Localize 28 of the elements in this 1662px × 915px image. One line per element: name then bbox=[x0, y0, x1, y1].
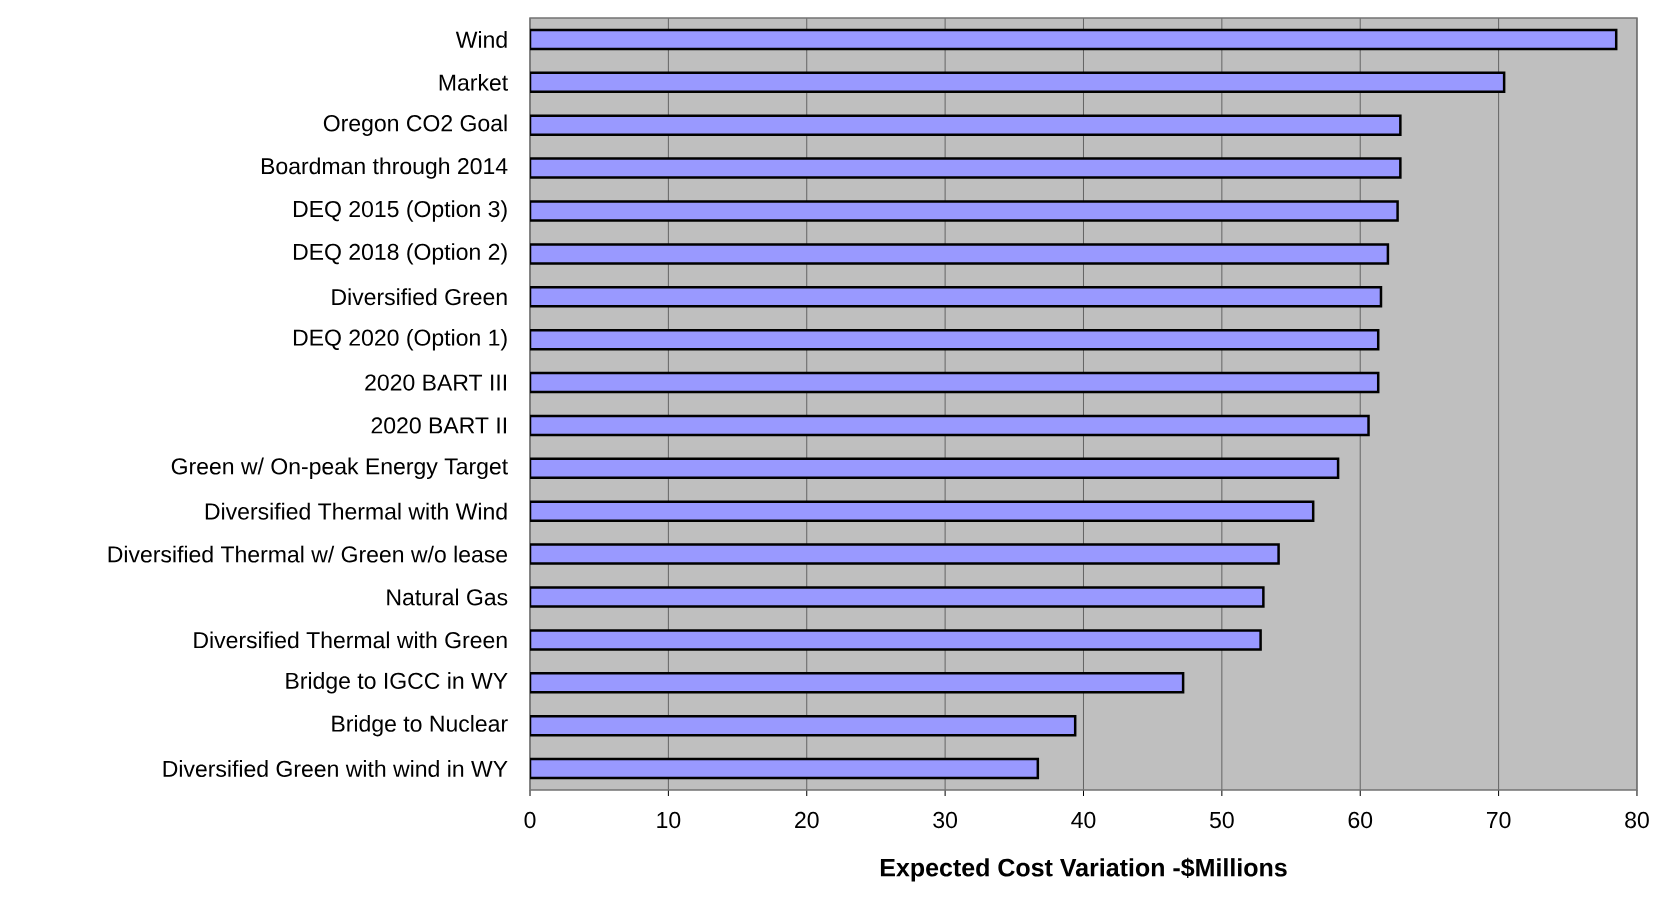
y-tick-label: 2020 BART III bbox=[365, 374, 506, 391]
y-tick-label: 2020 BART II bbox=[371, 417, 506, 434]
y-tick-label: Diversified Thermal with Green bbox=[194, 631, 507, 649]
y-tick-label: Wind bbox=[455, 30, 507, 48]
x-tick-label: 70 bbox=[1486, 811, 1511, 829]
y-tick-label: Boardman through 2014 bbox=[261, 157, 508, 179]
y-tick-label: Oregon CO2 Goal bbox=[323, 114, 507, 136]
x-tick-label: 10 bbox=[657, 811, 681, 829]
y-tick-label: Market bbox=[439, 73, 508, 91]
x-tick-label: 50 bbox=[1209, 811, 1234, 829]
y-tick-label: Diversified Green bbox=[332, 288, 507, 306]
x-tick-label: 0 bbox=[524, 811, 536, 829]
x-tick-label: 80 bbox=[1625, 811, 1649, 829]
x-axis-title: Expected Cost Variation -$Millions bbox=[880, 857, 1287, 882]
y-tick-label: Diversified Thermal with Wind bbox=[205, 502, 507, 520]
y-tick-label: DEQ 2018 (Option 2) bbox=[293, 243, 507, 265]
x-tick-label: 20 bbox=[795, 811, 819, 829]
x-tick-label: 60 bbox=[1348, 811, 1373, 829]
y-tick-label: Diversified Thermal w/ Green w/o lease bbox=[108, 545, 508, 563]
y-tick-label: Natural Gas bbox=[387, 588, 508, 606]
x-tick-label: 40 bbox=[1071, 811, 1096, 829]
y-tick-label: DEQ 2015 (Option 3) bbox=[293, 200, 507, 222]
y-tick-label: DEQ 2020 (Option 1) bbox=[293, 328, 507, 351]
y-tick-label: Bridge to Nuclear bbox=[332, 714, 508, 737]
y-tick-label: Diversified Green with wind in WY bbox=[163, 760, 508, 777]
y-tick-label: Green w/ On-peak Energy Target bbox=[171, 457, 508, 480]
y-tick-label: Bridge to IGCC in WY bbox=[286, 672, 508, 694]
x-tick-label: 30 bbox=[933, 811, 958, 829]
